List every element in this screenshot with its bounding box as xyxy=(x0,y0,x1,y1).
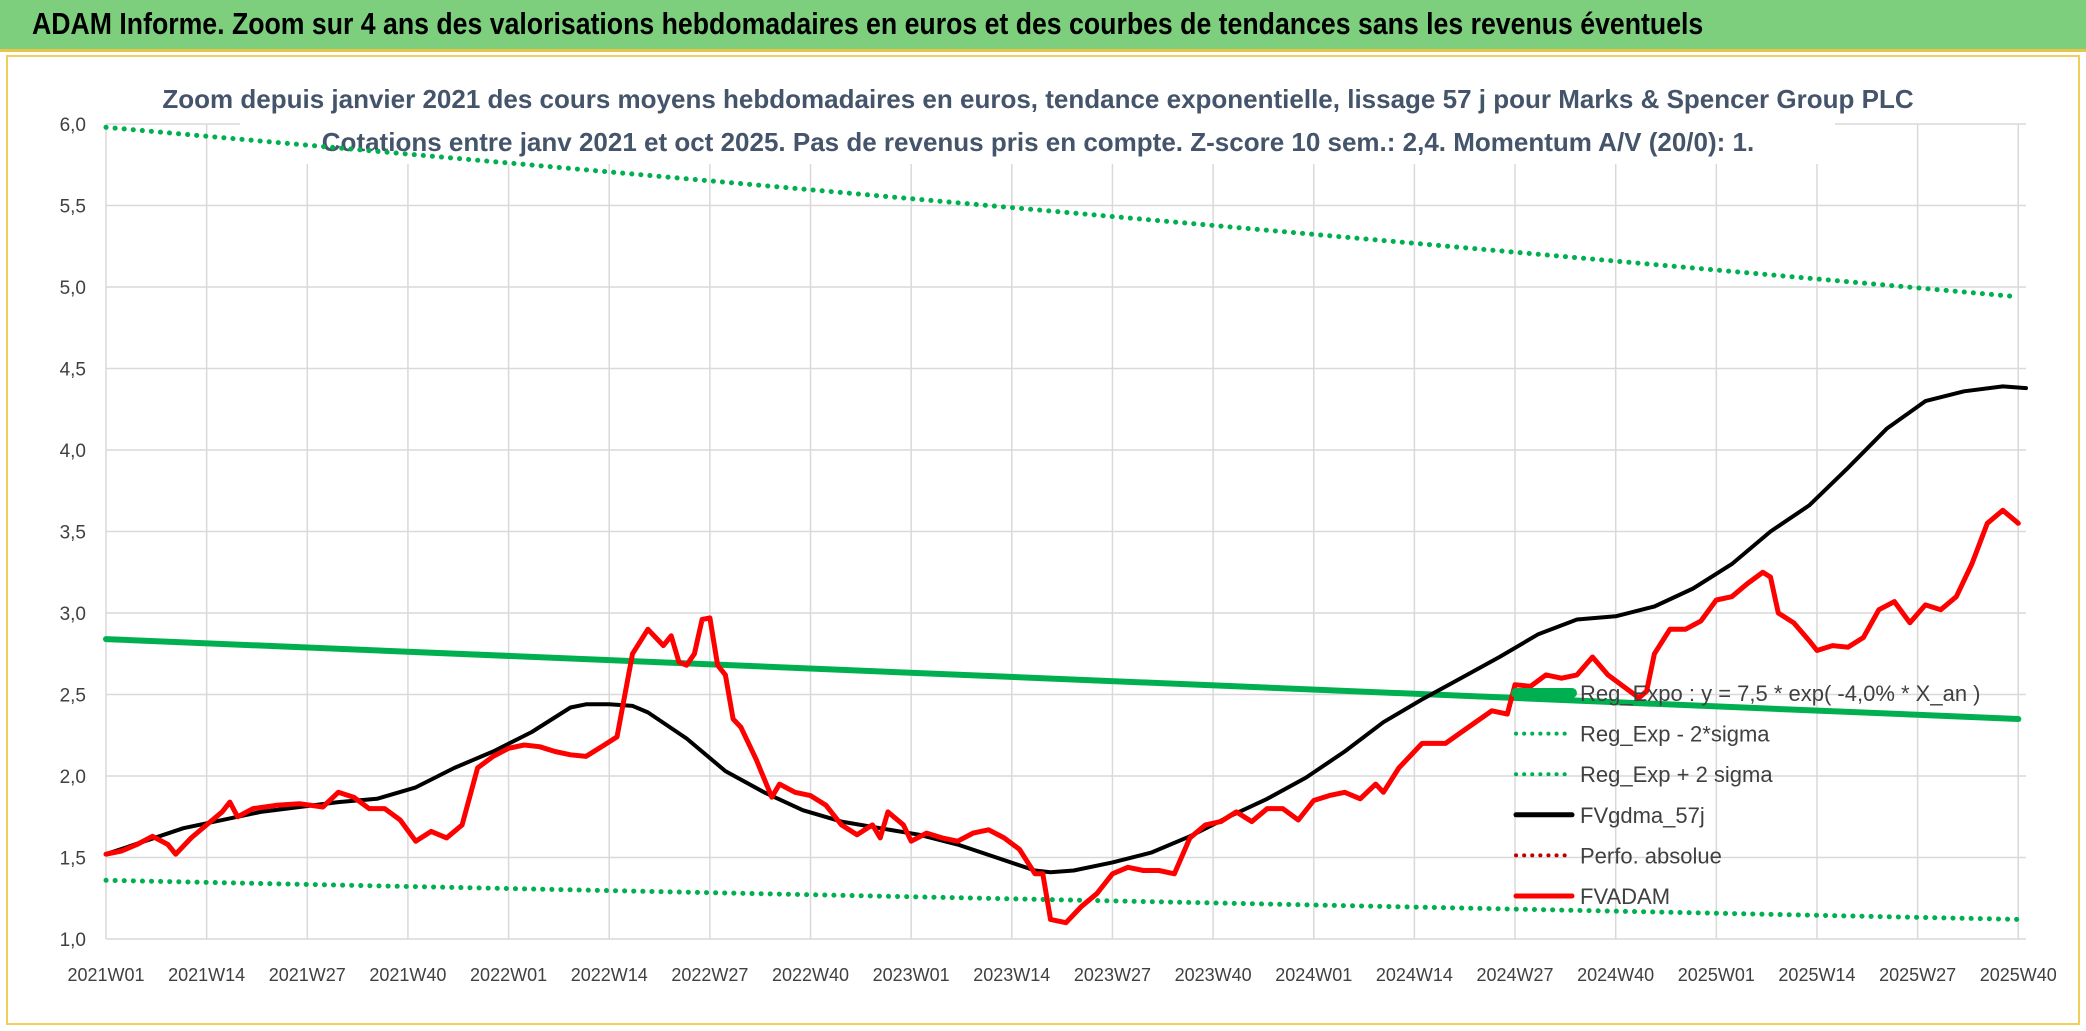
x-tick-label: 2024W01 xyxy=(1275,965,1352,985)
x-tick-label: 2021W40 xyxy=(369,965,446,985)
x-tick-label: 2025W01 xyxy=(1678,965,1755,985)
series-line-1 xyxy=(103,877,2021,922)
y-tick-label: 5,0 xyxy=(60,278,86,299)
legend-label-1: Reg_Exp - 2*sigma xyxy=(1580,722,1770,747)
x-tick-label: 2024W14 xyxy=(1376,965,1453,985)
y-tick-label: 6,0 xyxy=(60,115,86,136)
legend-label-5: FVADAM xyxy=(1580,884,1670,909)
y-tick-label: 2,5 xyxy=(60,686,86,707)
series-line-0 xyxy=(103,636,2022,722)
x-axis-ticks: 2021W01 2021W14 2021W27 2021W40 2022W01 2022W… xyxy=(67,965,2056,985)
series-line-5 xyxy=(103,507,2021,926)
legend-label-3: FVgdma_57j xyxy=(1580,803,1705,828)
y-tick-label: 2,0 xyxy=(60,767,86,788)
x-tick-label: 2022W14 xyxy=(571,965,648,985)
legend-label-4: Perfo. absolue xyxy=(1580,843,1722,868)
x-tick-label: 2023W01 xyxy=(873,965,950,985)
y-tick-label: 1,0 xyxy=(60,930,86,951)
x-tick-label: 2025W40 xyxy=(1980,965,2057,985)
y-tick-label: 5,5 xyxy=(60,197,86,218)
x-tick-label: 2021W14 xyxy=(168,965,245,985)
legend: Reg_Expo : y = 7,5 * exp( -4,0% * X_an )… xyxy=(1511,681,1981,909)
legend-label-2: Reg_Exp + 2 sigma xyxy=(1580,762,1773,787)
x-tick-label: 2023W27 xyxy=(1074,965,1151,985)
x-tick-label: 2024W27 xyxy=(1477,965,1554,985)
series-lines xyxy=(103,124,2028,926)
chart-title: Zoom depuis janvier 2021 des cours moyen… xyxy=(162,84,1913,114)
x-tick-label: 2021W27 xyxy=(269,965,346,985)
y-tick-label: 3,5 xyxy=(60,523,86,544)
series-line-2 xyxy=(103,124,2021,300)
x-tick-label: 2023W40 xyxy=(1175,965,1252,985)
x-tick-label: 2025W27 xyxy=(1879,965,1956,985)
plot-frame xyxy=(6,55,2080,1025)
chart-title-block: Zoom depuis janvier 2021 des cours moyen… xyxy=(162,80,1914,164)
x-tick-label: 2024W40 xyxy=(1577,965,1654,985)
x-tick-label: 2022W27 xyxy=(671,965,748,985)
legend-label-0: Reg_Expo : y = 7,5 * exp( -4,0% * X_an ) xyxy=(1580,681,1981,706)
y-axis-ticks: 1,0 1,5 2,0 2,5 3,0 3,5 4,0 4,5 5,0 5,5 6,0 xyxy=(60,115,86,951)
x-tick-label: 2023W14 xyxy=(973,965,1050,985)
x-tick-label: 2022W01 xyxy=(470,965,547,985)
y-tick-label: 4,0 xyxy=(60,441,86,462)
x-tick-label: 2022W40 xyxy=(772,965,849,985)
x-tick-label: 2021W01 xyxy=(67,965,144,985)
y-tick-label: 4,5 xyxy=(60,360,86,381)
y-tick-label: 1,5 xyxy=(60,849,86,870)
chart-subtitle: Cotations entre janv 2021 et oct 2025. P… xyxy=(322,127,1754,157)
y-tick-label: 3,0 xyxy=(60,604,86,625)
series-line-3 xyxy=(104,384,2028,875)
report-title: ADAM Informe. Zoom sur 4 ans des valoris… xyxy=(32,6,1704,41)
report-banner: ADAM Informe. Zoom sur 4 ans des valoris… xyxy=(0,0,2086,52)
x-tick-label: 2025W14 xyxy=(1778,965,1855,985)
